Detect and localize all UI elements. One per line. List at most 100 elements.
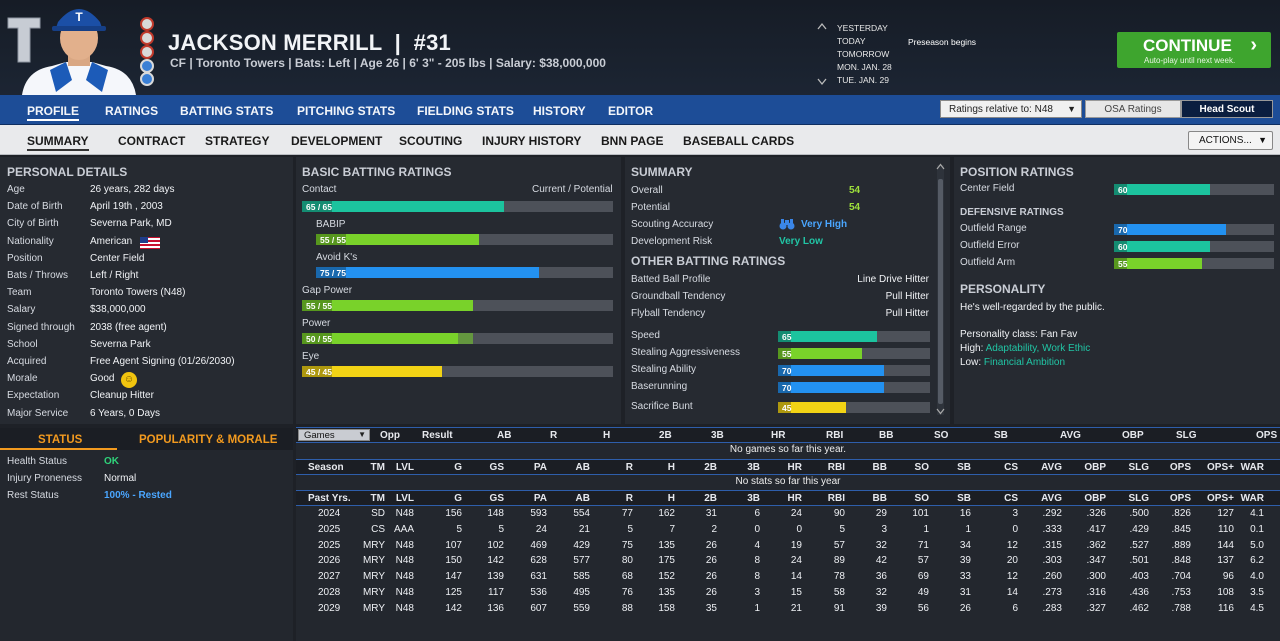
scroll-down-icon[interactable] [817,78,827,86]
subtab-contract[interactable]: CONTRACT [118,134,186,148]
games-col-hr[interactable]: HR [771,430,786,441]
season-headers-col-bb[interactable]: BB [872,462,887,473]
past-headers-col-g[interactable]: G [454,493,462,504]
season-headers-col-ab[interactable]: AB [575,462,590,473]
subtab-injury-history[interactable]: INJURY HISTORY [482,134,582,148]
past-headers-col-slg[interactable]: SLG [1128,493,1149,504]
tab-fielding-stats[interactable]: FIELDING STATS [417,104,514,118]
summary-scrollbar[interactable] [937,165,944,415]
tab-status[interactable]: STATUS [0,428,117,450]
games-col-sb[interactable]: SB [994,430,1008,441]
season-headers-col-lvl[interactable]: LVL [395,462,414,473]
scroll-up-icon[interactable] [936,163,945,170]
games-col-obp[interactable]: OBP [1122,430,1144,441]
past-headers-col-pa[interactable]: PA [533,493,547,504]
season-headers-col-ops[interactable]: OPS+ [1207,462,1234,473]
tab-pitching-stats[interactable]: PITCHING STATS [297,104,396,118]
games-col-h[interactable]: H [603,430,611,441]
tab-batting-stats[interactable]: BATTING STATS [180,104,274,118]
season-headers-col-ops[interactable]: OPS [1169,462,1191,473]
games-col-opp[interactable]: Opp [380,430,400,441]
table-row: 2024 SD N48 156 148 593 554 77 162 31 6 24 90 29 101 16… [296,507,1280,522]
past-headers-col-obp[interactable]: OBP [1084,493,1106,504]
past-headers-col-lvl[interactable]: LVL [395,493,414,504]
season-headers-col-3b[interactable]: 3B [747,462,760,473]
past-headers-col-tm[interactable]: TM [370,493,385,504]
date-tomorrow[interactable]: TOMORROW [837,49,890,59]
season-headers-col-pa[interactable]: PA [533,462,547,473]
summary-value-scouting-accuracy[interactable]: Very High [801,219,848,230]
date-mon-jan-28[interactable]: MON. JAN. 28 [837,62,892,72]
games-col-2b[interactable]: 2B [659,430,672,441]
date-yesterday[interactable]: YESTERDAY [837,23,888,33]
scroll-up-icon[interactable] [817,22,827,30]
scroll-down-icon[interactable] [936,408,945,415]
past-headers-col-r[interactable]: R [625,493,633,504]
summary-scroll-thumb[interactable] [938,179,943,404]
subtab-strategy[interactable]: STRATEGY [205,134,270,148]
season-headers-col-rbi[interactable]: RBI [827,462,845,473]
games-col-avg[interactable]: AVG [1060,430,1081,441]
subtab-development[interactable]: DEVELOPMENT [291,134,383,148]
season-headers-col-r[interactable]: R [625,462,633,473]
past-headers-col-2b[interactable]: 2B [704,493,717,504]
past-headers-col-ops[interactable]: OPS+ [1207,493,1234,504]
season-headers-col-season[interactable]: Season [308,462,344,473]
past-headers-col-bb[interactable]: BB [872,493,887,504]
subtab-baseball-cards[interactable]: BASEBALL CARDS [683,134,795,148]
tab-popularity-morale[interactable]: POPULARITY & MORALE [117,428,293,450]
games-col-result[interactable]: Result [422,430,453,441]
past-headers-col-so[interactable]: SO [914,493,929,504]
games-col-3b[interactable]: 3B [711,430,724,441]
past-headers-col-hr[interactable]: HR [787,493,802,504]
season-headers-col-obp[interactable]: OBP [1084,462,1106,473]
past-headers-col-war[interactable]: WAR [1240,493,1264,504]
games-col-bb[interactable]: BB [879,430,894,441]
ratings-relative-select[interactable]: Ratings relative to: N48 ▼ [940,100,1082,118]
tab-history[interactable]: HISTORY [533,104,586,118]
past-headers-col-gs[interactable]: GS [489,493,504,504]
osa-ratings-button[interactable]: OSA Ratings [1085,100,1181,118]
games-col-r[interactable]: R [550,430,558,441]
past-cell-h: 152 [658,571,675,583]
games-col-ab[interactable]: AB [497,430,512,441]
tab-ratings[interactable]: RATINGS [105,104,159,118]
tab-editor[interactable]: EDITOR [608,104,654,118]
season-headers-col-h[interactable]: H [667,462,675,473]
past-headers-col-sb[interactable]: SB [957,493,971,504]
past-headers-col-ab[interactable]: AB [575,493,590,504]
past-headers-col-avg[interactable]: AVG [1041,493,1062,504]
past-headers-col-rbi[interactable]: RBI [827,493,845,504]
season-headers-col-gs[interactable]: GS [489,462,504,473]
subtab-scouting[interactable]: SCOUTING [399,134,463,148]
season-headers-col-2b[interactable]: 2B [704,462,717,473]
past-headers-col-3b[interactable]: 3B [747,493,760,504]
subtab-summary[interactable]: SUMMARY [27,134,89,151]
tab-profile[interactable]: PROFILE [27,104,80,121]
past-headers-col-h[interactable]: H [667,493,675,504]
past-headers-col-cs[interactable]: CS [1004,493,1018,504]
season-headers-col-war[interactable]: WAR [1240,462,1264,473]
games-select[interactable]: Games ▼ [298,429,370,441]
games-col-ops[interactable]: OPS [1256,430,1278,441]
season-headers-col-avg[interactable]: AVG [1041,462,1062,473]
season-headers-col-sb[interactable]: SB [957,462,971,473]
season-headers-col-slg[interactable]: SLG [1128,462,1149,473]
games-col-rbi[interactable]: RBI [826,430,844,441]
season-headers-col-cs[interactable]: CS [1004,462,1018,473]
actions-dropdown[interactable]: ACTIONS... ▼ [1188,131,1273,150]
games-col-so[interactable]: SO [934,430,949,441]
run-bar-sacrifice-bunt-value: 45 [778,402,792,413]
past-headers-col-past-yrs[interactable]: Past Yrs. [308,493,351,504]
subtab-bnn-page[interactable]: BNN PAGE [601,134,664,148]
games-col-slg[interactable]: SLG [1176,430,1197,441]
past-headers-col-ops[interactable]: OPS [1169,493,1191,504]
date-today[interactable]: TODAY [837,36,866,46]
season-headers-col-g[interactable]: G [454,462,462,473]
date-tue-jan-29[interactable]: TUE. JAN. 29 [837,75,889,85]
season-headers-col-hr[interactable]: HR [787,462,802,473]
continue-button[interactable]: CONTINUE › Auto-play until next week. [1117,32,1271,68]
season-headers-col-so[interactable]: SO [914,462,929,473]
season-headers-col-tm[interactable]: TM [370,462,385,473]
head-scout-button[interactable]: Head Scout [1181,100,1273,118]
